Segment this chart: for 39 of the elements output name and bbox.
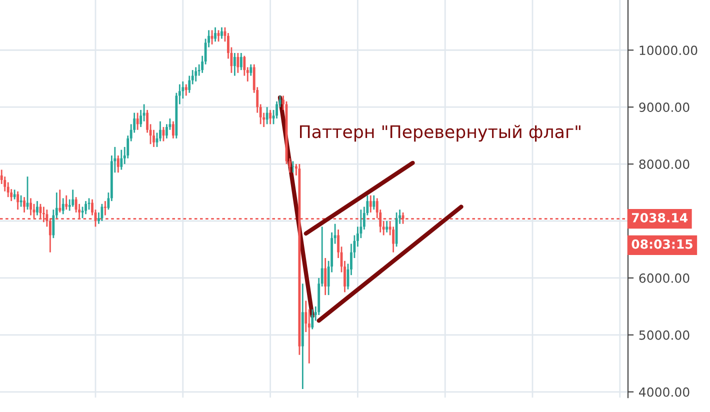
y-tick-label: 9000.00 (639, 102, 690, 112)
candlestick (372, 194, 376, 210)
ref-line-label: 7038.14 (632, 213, 688, 222)
y-tick-label: 6000.00 (639, 273, 690, 283)
text: 08:03:15 (632, 239, 692, 249)
y-tick-label: 5000.00 (639, 330, 690, 340)
candlestick (369, 194, 372, 214)
candlestick (386, 220, 388, 234)
candlestick (65, 194, 68, 210)
candlestick (84, 200, 87, 215)
candlestick (250, 64, 252, 76)
candlestick (240, 52, 242, 71)
candlestick (62, 198, 64, 215)
y-tick-label: 8000.00 (639, 160, 690, 169)
candlestick (116, 154, 120, 174)
candlestick (233, 52, 236, 76)
candlestick (16, 190, 20, 210)
candlestick (311, 308, 314, 330)
annotation: Паттерн "Перевернутый флаг" (300, 124, 580, 142)
candlestick (23, 196, 26, 214)
candlestick (104, 200, 106, 216)
candlestick (36, 200, 38, 216)
candlestick (30, 198, 32, 216)
candlestick (220, 26, 223, 40)
candlestick (184, 84, 188, 96)
candlestick (194, 66, 198, 82)
candlestick (172, 120, 174, 140)
candlestick (72, 188, 74, 208)
y-tick-label: 4000.00 (639, 387, 690, 397)
candlestick (324, 257, 327, 296)
candlestick (120, 149, 123, 170)
candlestick (269, 109, 272, 125)
candlestick (136, 112, 139, 131)
y-tick-label: 10000.00 (640, 46, 698, 56)
candlestick (266, 106, 268, 125)
candlestick (58, 188, 62, 214)
candlestick (236, 52, 240, 74)
candlestick (214, 26, 216, 42)
candlestick (13, 188, 16, 200)
